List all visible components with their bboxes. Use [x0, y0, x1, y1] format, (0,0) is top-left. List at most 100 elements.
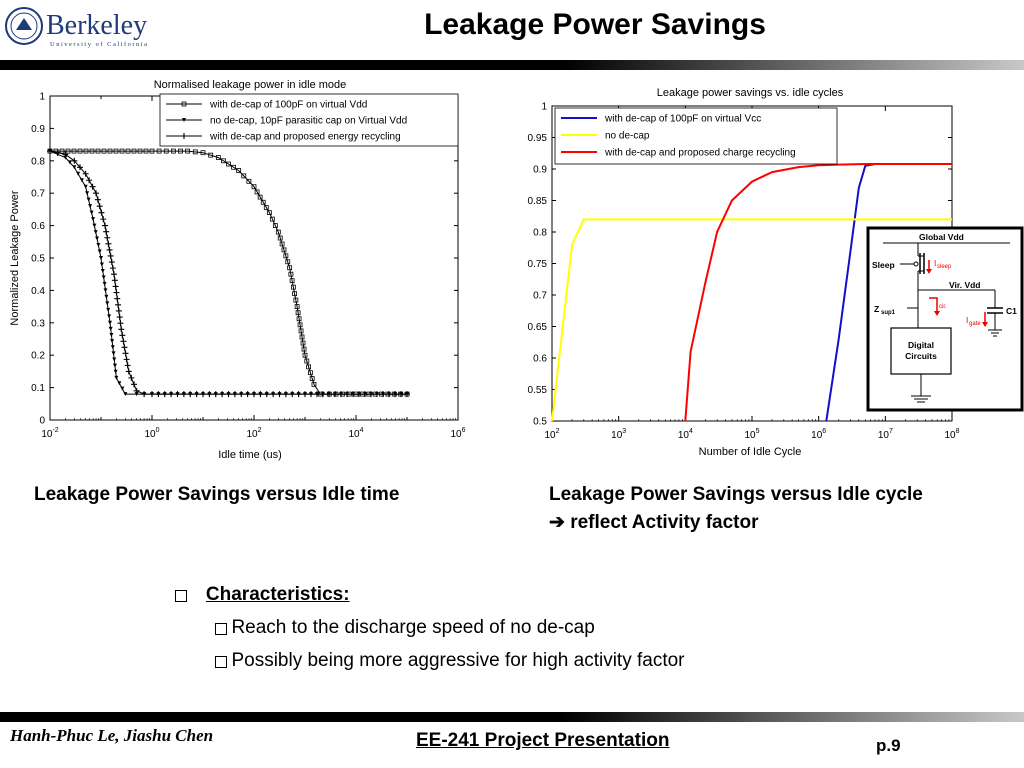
- data-point: [300, 340, 306, 346]
- data-point: [106, 307, 111, 312]
- data-point: [170, 148, 176, 154]
- caption-left: Leakage Power Savings versus Idle time: [34, 484, 400, 505]
- y-tick-label: 0.7: [533, 291, 547, 302]
- bullet-item-text: Possibly being more aggressive for high …: [231, 650, 685, 671]
- data-point: [241, 173, 247, 179]
- chart-right-legend: with de-cap of 100pF on virtual Vcc no de…: [554, 107, 838, 165]
- data-point: [221, 158, 226, 164]
- data-point: [251, 184, 257, 190]
- data-point: [103, 288, 108, 293]
- data-point: [71, 148, 77, 154]
- data-point: [304, 358, 310, 364]
- data-point: [100, 216, 107, 223]
- x-tick-label: 106: [811, 428, 826, 441]
- data-point: [77, 148, 83, 154]
- data-point: [254, 189, 260, 195]
- x-tick-label: 102: [246, 427, 261, 440]
- data-point: [97, 249, 102, 254]
- data-point: [308, 391, 314, 398]
- data-point: [99, 262, 104, 267]
- i-gate-arrow-icon: [982, 322, 988, 327]
- data-point: [100, 268, 105, 273]
- data-point: [326, 391, 332, 398]
- data-point: [79, 178, 84, 183]
- chart-left-ylabel: Normalized Leakage Power: [9, 190, 21, 325]
- x-tick-label: 104: [348, 427, 363, 440]
- data-point: [270, 391, 277, 398]
- data-point: [163, 148, 169, 154]
- data-point: [96, 243, 101, 248]
- data-point: [76, 164, 83, 171]
- data-point: [285, 259, 291, 265]
- legend-label: with de-cap and proposed energy recyclin…: [209, 132, 401, 143]
- data-point: [289, 391, 296, 398]
- data-point: [99, 256, 103, 260]
- circuit-c1: C1: [1006, 306, 1017, 316]
- y-tick-label: 0.7: [31, 189, 45, 200]
- data-point: [92, 223, 97, 228]
- data-point: [314, 391, 320, 398]
- data-point: [107, 252, 114, 259]
- bullet-heading: Characteristics:: [205, 584, 350, 605]
- data-point: [120, 386, 125, 391]
- data-point: [101, 275, 106, 280]
- data-point: [215, 155, 221, 160]
- data-point: [114, 295, 121, 302]
- data-point: [113, 289, 120, 296]
- data-point: [47, 148, 53, 155]
- digital-circuits-block: [890, 327, 952, 375]
- data-point: [236, 168, 242, 173]
- series-line-2: [49, 150, 407, 395]
- caption-right-line2-wrap: ➔ reflect Activity factor: [549, 511, 759, 534]
- chart-left-legend: with de-cap of 100pF on virtual Vdd no de…: [159, 93, 459, 147]
- circuit-sleep-label: Sleep: [872, 260, 895, 270]
- data-point: [362, 391, 368, 398]
- data-point: [356, 391, 362, 398]
- data-point: [306, 364, 311, 370]
- data-point: [226, 161, 231, 167]
- berkeley-logo: Berkeley University of California: [4, 4, 174, 50]
- x-tick-label: 104: [678, 428, 693, 441]
- data-point: [269, 216, 275, 222]
- data-point: [182, 118, 186, 122]
- circuit-digital-line1: Digital: [908, 340, 934, 350]
- data-point: [86, 197, 91, 202]
- data-point: [380, 391, 386, 398]
- data-point: [131, 381, 138, 388]
- data-point: [180, 391, 187, 398]
- chart-left-title: Normalised leakage power in idle mode: [154, 79, 347, 91]
- y-tick-label: 0.55: [528, 385, 548, 396]
- data-point: [156, 148, 162, 154]
- circuit-i-cir-sub: cir.: [939, 304, 947, 310]
- data-point: [83, 184, 88, 189]
- characteristics-list: Characteristics: Reach to the discharge …: [175, 578, 935, 677]
- data-point: [104, 234, 111, 241]
- square-bullet-icon: [215, 655, 227, 668]
- data-point: [332, 391, 338, 398]
- chart-left: Normalised leakage power in idle mode 00…: [9, 79, 466, 461]
- data-point: [112, 357, 117, 362]
- data-point: [123, 392, 128, 397]
- y-tick-label: 0.5: [31, 254, 45, 265]
- data-point: [231, 391, 238, 398]
- footer-divider: [0, 712, 1024, 722]
- data-point: [107, 320, 112, 325]
- data-point: [106, 246, 113, 253]
- data-point: [298, 328, 304, 334]
- x-tick-label: 108: [944, 428, 959, 441]
- data-point: [231, 164, 236, 170]
- legend-label: no de-cap, 10pF parasitic cap on Virtual…: [210, 116, 407, 127]
- data-point: [168, 391, 175, 398]
- i-sleep-arrow-icon: [926, 269, 932, 274]
- data-point: [105, 240, 112, 247]
- series-line-0: [50, 150, 407, 395]
- data-point: [287, 265, 293, 271]
- right-arrow-icon: ➔: [549, 512, 565, 533]
- chart-right-xlabel: Number of Idle Cycle: [699, 446, 802, 458]
- data-point: [392, 391, 398, 398]
- data-point: [63, 155, 68, 160]
- data-point: [96, 203, 103, 210]
- data-point: [114, 375, 119, 380]
- data-point: [276, 391, 283, 398]
- data-point: [98, 209, 105, 216]
